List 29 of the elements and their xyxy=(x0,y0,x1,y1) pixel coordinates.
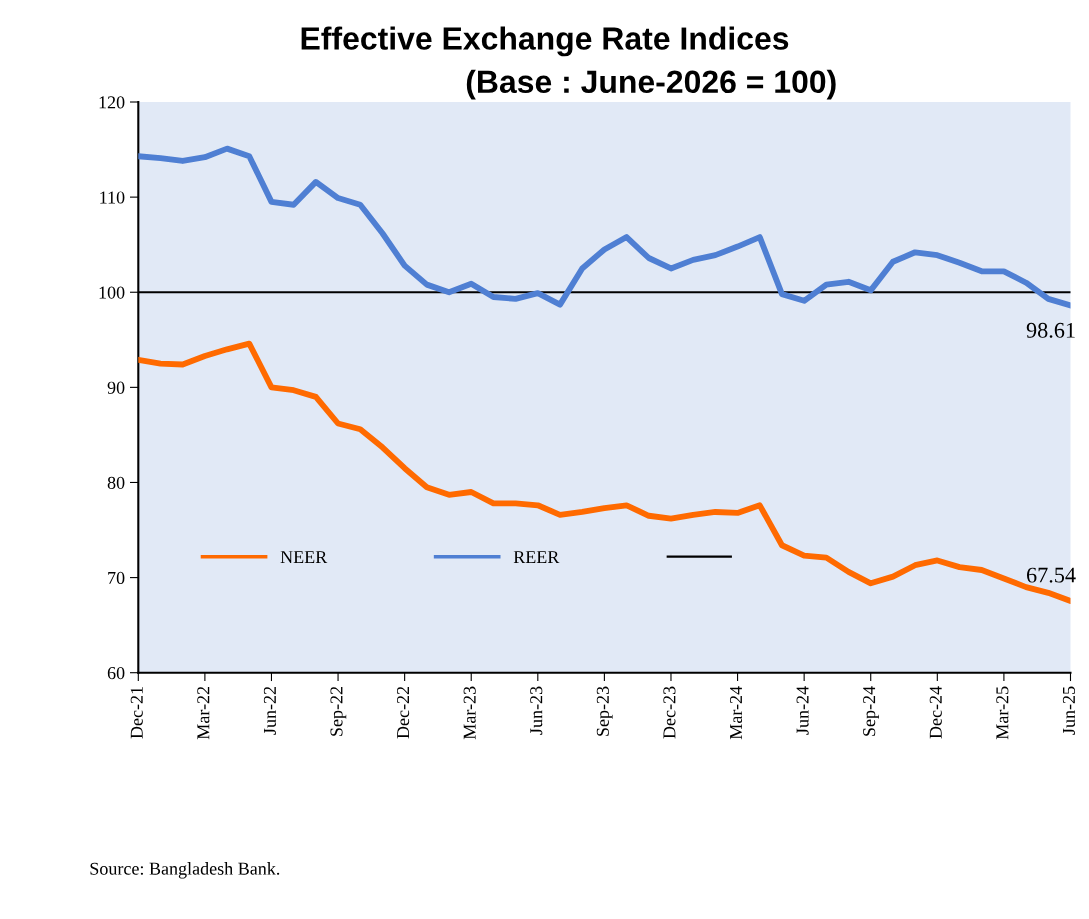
chart-subtitle: (Base : June-2026 = 100) xyxy=(466,69,836,100)
legend-label: REER xyxy=(513,551,560,563)
y-tick-label: 100 xyxy=(99,286,125,299)
data-label: 67.54 xyxy=(1027,567,1076,583)
y-tick-label: 120 xyxy=(99,96,125,109)
x-tick-label: Mar-25 xyxy=(996,686,1009,740)
y-tick-label: 110 xyxy=(100,191,125,204)
x-tick-label: Mar-22 xyxy=(197,686,210,740)
x-tick-label: Mar-24 xyxy=(729,686,743,740)
x-tick-label: Dec-21 xyxy=(130,686,143,739)
source-note: Source: Bangladesh Bank. xyxy=(90,862,280,879)
y-tick-label: 80 xyxy=(107,476,125,489)
y-tick-label: 90 xyxy=(107,381,125,394)
data-label: 98.61 xyxy=(1026,322,1075,338)
x-tick-label: Jun-25 xyxy=(1062,686,1076,735)
x-tick-label: Jun-24 xyxy=(796,686,809,735)
y-tick-label: 60 xyxy=(107,666,125,680)
x-tick-label: Sep-24 xyxy=(863,686,879,736)
chart-title: Effective Exchange Rate Indices xyxy=(301,26,789,57)
y-tick-label: 70 xyxy=(108,571,125,585)
x-tick-label: Dec-24 xyxy=(929,686,942,739)
x-tick-label: Mar-23 xyxy=(463,686,476,740)
x-tick-label: Jun-22 xyxy=(263,686,276,735)
x-tick-label: Jun-23 xyxy=(530,686,543,735)
x-tick-label: Dec-22 xyxy=(397,686,410,739)
legend-label: NEER xyxy=(280,551,328,563)
x-tick-label: Sep-22 xyxy=(330,686,347,736)
x-tick-label: Dec-23 xyxy=(663,686,676,739)
x-tick-label: Sep-23 xyxy=(596,686,613,736)
